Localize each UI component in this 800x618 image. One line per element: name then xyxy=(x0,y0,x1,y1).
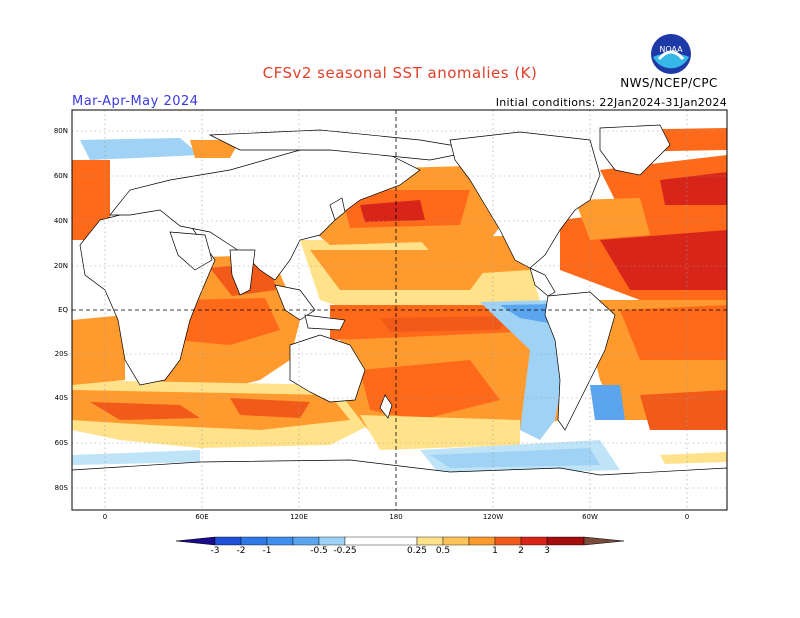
colorbar-label: 0.25 xyxy=(406,546,428,556)
colorbar-bin xyxy=(416,536,444,546)
lon-label: 120E xyxy=(290,513,308,521)
colorbar-bin xyxy=(214,536,242,546)
colorbar-label: -1 xyxy=(262,546,272,556)
eurasia-land xyxy=(109,149,421,281)
lon-label: 0 xyxy=(102,513,108,521)
map-title: CFSv2 seasonal SST anomalies (K) xyxy=(262,64,538,82)
season-label: Mar-Apr-May 2024 xyxy=(72,94,199,109)
colorbar-label: 2 xyxy=(518,546,524,556)
lon-label: 60W xyxy=(582,513,598,521)
initial-conditions-label: Initial conditions: 22Jan2024-31Jan2024 xyxy=(495,96,727,109)
colorbar-label: 0.5 xyxy=(435,546,451,556)
lat-label: 60N xyxy=(53,172,68,180)
colorbar-low-arrow xyxy=(175,536,216,546)
lat-label: 20S xyxy=(54,350,68,358)
colorbar-bin xyxy=(318,536,346,546)
graticule xyxy=(72,110,727,510)
lat-label: 80N xyxy=(53,127,68,135)
colorbar-high-arrow xyxy=(583,536,625,546)
colorbar-bin xyxy=(468,536,496,546)
colorbar-bin xyxy=(266,536,294,546)
lat-label: 40S xyxy=(54,394,68,402)
colorbar-label: -3 xyxy=(210,546,220,556)
australia-land xyxy=(289,334,366,403)
colorbar-label: 3 xyxy=(544,546,550,556)
logo-text: NOAA xyxy=(659,45,683,54)
greenland-land xyxy=(599,124,671,176)
colorbar-bin xyxy=(442,536,470,546)
lon-label: 180 xyxy=(389,513,403,521)
india-land xyxy=(229,249,256,296)
colorbar-bin xyxy=(494,536,522,546)
lat-label: 40N xyxy=(53,217,68,225)
agency-label: NWS/NCEP/CPC xyxy=(620,76,718,90)
map-frame xyxy=(71,109,728,511)
lon-label: 60E xyxy=(195,513,209,521)
land-outlines xyxy=(72,124,727,510)
colorbar-bin xyxy=(520,536,548,546)
colorbar-bin xyxy=(546,536,585,546)
lon-label: 0 xyxy=(684,513,690,521)
arabia-land xyxy=(169,231,213,271)
central-america-land xyxy=(529,267,556,297)
north-america-land xyxy=(449,131,601,269)
reference-lines xyxy=(72,110,727,510)
new-guinea-land xyxy=(304,314,346,331)
colorbar-bin xyxy=(240,536,268,546)
colorbar xyxy=(175,536,625,546)
lat-label: EQ xyxy=(58,306,68,314)
japan-land xyxy=(329,197,346,221)
colorbar-label: -0.5 xyxy=(310,546,328,556)
lat-label: 60S xyxy=(54,439,68,447)
south-america-land xyxy=(544,291,616,431)
colorbar-bin xyxy=(292,536,320,546)
colorbar-bin xyxy=(344,536,418,546)
antarctica-land xyxy=(72,459,727,510)
lat-label: 80S xyxy=(54,484,68,492)
lon-label: 120W xyxy=(482,513,504,521)
noaa-logo-icon: NOAA xyxy=(651,34,691,74)
colorbar-label: -0.25 xyxy=(333,546,357,556)
new-zealand-land xyxy=(379,394,393,419)
lat-label: 20N xyxy=(53,262,68,270)
colorbar-label: -2 xyxy=(236,546,246,556)
colorbar-label: 1 xyxy=(492,546,498,556)
